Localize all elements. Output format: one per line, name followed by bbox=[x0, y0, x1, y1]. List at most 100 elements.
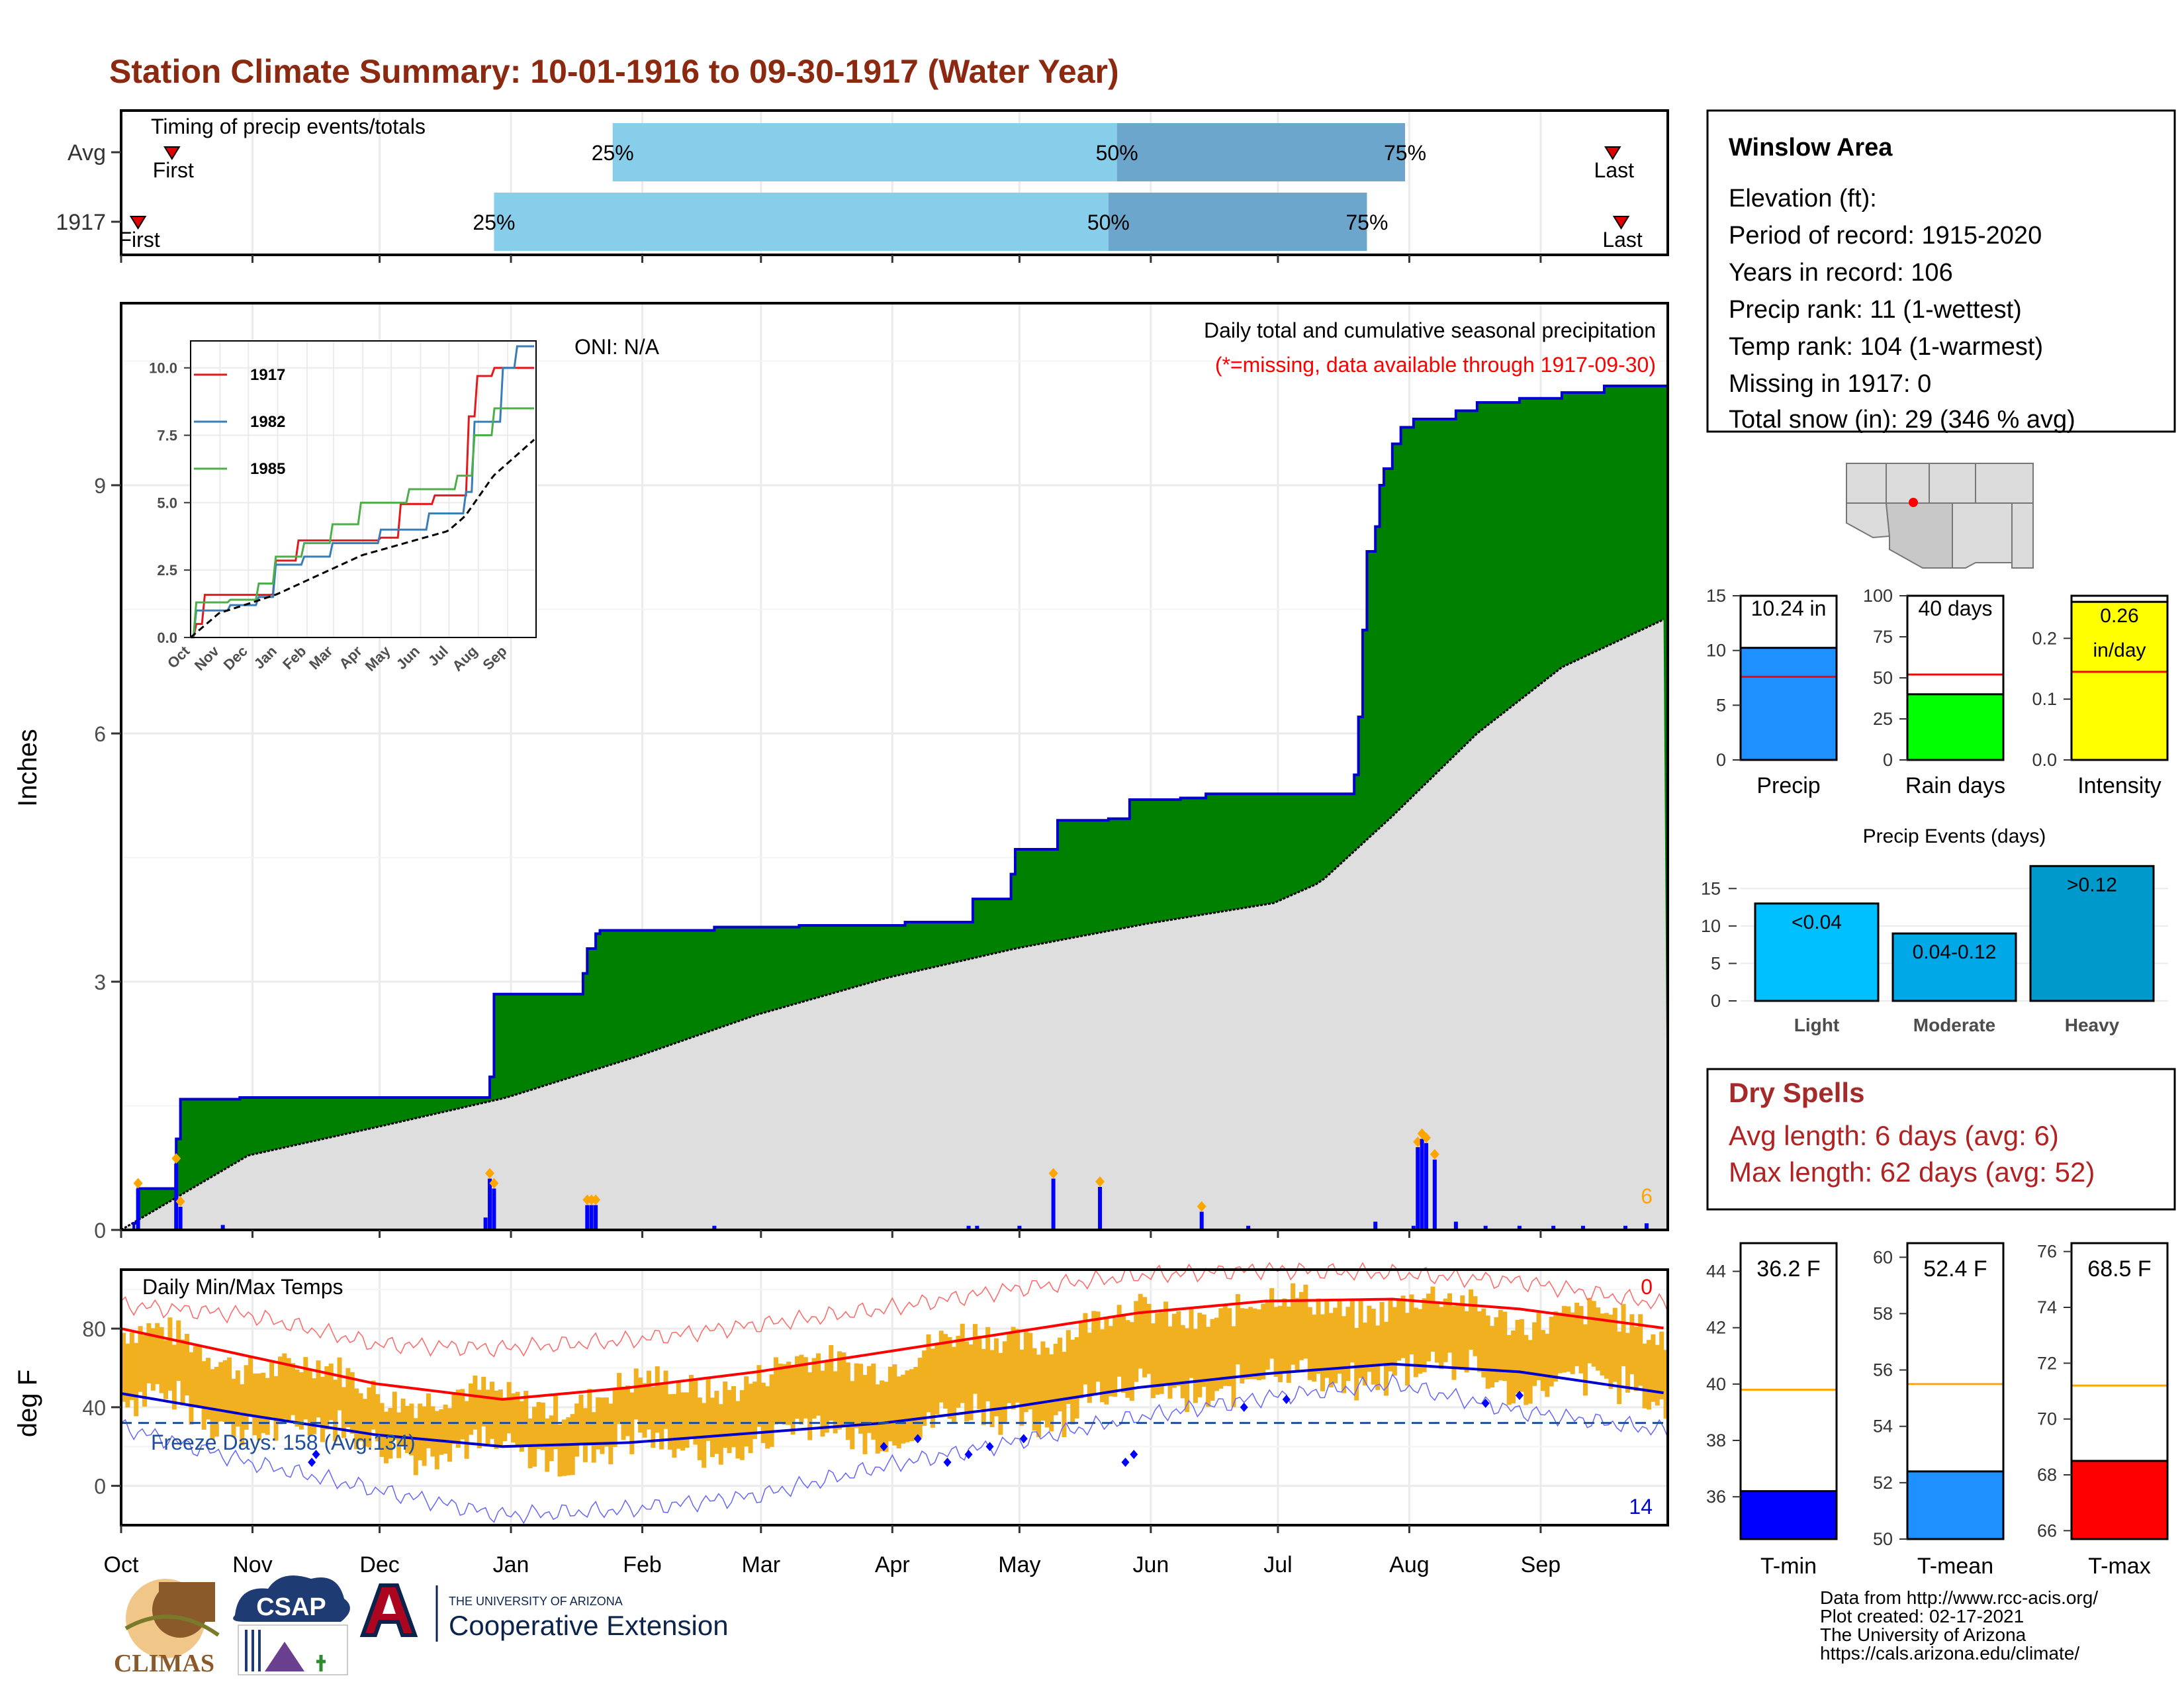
daily-temp-bar bbox=[1295, 1297, 1300, 1372]
events-y-tick: 15 bbox=[1701, 878, 1721, 898]
daily-temp-bar bbox=[176, 1320, 181, 1382]
daily-temp-bar bbox=[1231, 1326, 1236, 1407]
daily-temp-bar bbox=[1121, 1315, 1126, 1393]
freeze-days: Freeze Days: 158 (Avg:134) bbox=[151, 1430, 416, 1454]
daily-temp-bar bbox=[1248, 1307, 1253, 1380]
daily-temp-bar bbox=[1337, 1299, 1342, 1374]
daily-temp-bar bbox=[1367, 1305, 1372, 1372]
daily-temp-bar bbox=[1587, 1297, 1592, 1364]
daily-temp-bar bbox=[1091, 1311, 1097, 1395]
daily-temp-bar bbox=[150, 1328, 156, 1391]
timing-bar-upper bbox=[1116, 123, 1406, 181]
daily-temp-bar bbox=[146, 1323, 152, 1383]
daily-temp-bar bbox=[464, 1401, 469, 1459]
daily-temp-bar bbox=[1002, 1341, 1007, 1423]
daily-temp-bar bbox=[871, 1363, 876, 1440]
summary-bar-name: Rain days bbox=[1905, 773, 2005, 798]
daily-temp-bar bbox=[1277, 1305, 1283, 1383]
daily-temp-bar bbox=[807, 1372, 813, 1440]
daily-temp-bar bbox=[811, 1358, 817, 1419]
daily-temp-bar bbox=[837, 1351, 842, 1430]
daily-temp-bar bbox=[502, 1397, 508, 1442]
daily-temp-bar bbox=[1439, 1307, 1444, 1370]
daily-temp-bar bbox=[943, 1334, 948, 1409]
daily-temp-bar bbox=[422, 1406, 427, 1466]
summary-y-tick: 10 bbox=[1706, 641, 1726, 661]
daily-temp-bar bbox=[977, 1335, 982, 1409]
daily-temp-bar bbox=[222, 1360, 228, 1423]
inset-month-label: Jun bbox=[393, 643, 423, 673]
daily-temp-bar bbox=[1235, 1293, 1240, 1365]
daily-temp-bar bbox=[439, 1409, 444, 1455]
daily-temp-bar bbox=[1422, 1298, 1427, 1372]
daily-temp-bar bbox=[748, 1383, 753, 1454]
daily-temp-bar bbox=[1007, 1332, 1012, 1403]
record-cold-marker bbox=[1019, 1434, 1028, 1444]
daily-temp-bar bbox=[905, 1370, 910, 1442]
temp-y-tick: 44 bbox=[1706, 1262, 1726, 1282]
daily-temp-bar bbox=[125, 1343, 130, 1408]
daily-temp-bar bbox=[345, 1368, 351, 1428]
temp-bar-name: T-mean bbox=[1917, 1554, 1993, 1579]
daily-precip-bar bbox=[594, 1205, 598, 1230]
timing-label: Timing of precip events/totals bbox=[151, 115, 426, 138]
daily-precip-bar bbox=[1416, 1147, 1420, 1230]
record-cold-marker bbox=[1121, 1457, 1130, 1467]
daily-temp-bar bbox=[968, 1344, 974, 1421]
daily-temp-bar bbox=[418, 1403, 423, 1460]
daily-temp-bar bbox=[1074, 1336, 1079, 1419]
daily-temp-bar bbox=[1443, 1298, 1448, 1362]
station-temp-rank: Temp rank: 104 (1-warmest) bbox=[1729, 333, 2043, 361]
daily-temp-bar bbox=[1049, 1354, 1054, 1432]
inset-y-tick: 0.0 bbox=[157, 630, 177, 646]
daily-precip-bar bbox=[1051, 1178, 1056, 1230]
daily-temp-bar bbox=[185, 1333, 190, 1396]
daily-temp-bar bbox=[858, 1364, 864, 1434]
daily-temp-bar bbox=[1312, 1314, 1317, 1382]
temp-y-tick: 0 bbox=[94, 1475, 106, 1499]
daily-temp-bar bbox=[248, 1357, 253, 1417]
daily-temp-bar bbox=[1307, 1307, 1312, 1380]
daily-temp-bar bbox=[684, 1392, 690, 1448]
daily-temp-bar bbox=[1405, 1313, 1410, 1386]
daily-temp-bar bbox=[901, 1374, 906, 1444]
daily-temp-bar bbox=[1062, 1352, 1067, 1438]
daily-temp-bar bbox=[1129, 1322, 1134, 1401]
record-cold-marker bbox=[964, 1450, 973, 1460]
daily-precip-bar bbox=[492, 1188, 496, 1230]
daily-temp-bar bbox=[413, 1418, 418, 1476]
daily-temp-bar bbox=[1298, 1291, 1304, 1360]
daily-temp-bar bbox=[1134, 1301, 1139, 1382]
daily-temp-bar bbox=[515, 1391, 520, 1448]
station-elevation: Elevation (ft): bbox=[1729, 185, 1877, 212]
daily-temp-bar bbox=[1066, 1330, 1071, 1404]
daily-temp-bar bbox=[1582, 1324, 1588, 1396]
last-event-marker bbox=[1604, 146, 1621, 160]
legend-label: 1982 bbox=[250, 413, 285, 431]
daily-temp-bar bbox=[629, 1392, 635, 1454]
daily-temp-bar bbox=[854, 1363, 859, 1429]
daily-temp-bar bbox=[1244, 1308, 1249, 1380]
daily-temp-bar bbox=[947, 1336, 952, 1419]
daily-temp-bar bbox=[956, 1336, 961, 1408]
summary-y-tick: 0.0 bbox=[2032, 750, 2057, 770]
inset-month-label: Nov bbox=[191, 642, 223, 674]
daily-temp-bar bbox=[180, 1339, 185, 1406]
daily-temp-bar bbox=[985, 1327, 991, 1401]
daily-temp-bar bbox=[1600, 1313, 1605, 1376]
daily-temp-bar bbox=[625, 1385, 630, 1436]
daily-temp-bar bbox=[1549, 1317, 1554, 1387]
summary-value-label: 0.26 bbox=[2100, 605, 2138, 627]
daily-temp-bar bbox=[1371, 1309, 1376, 1385]
daily-temp-bar bbox=[1651, 1334, 1656, 1402]
daily-temp-bar bbox=[282, 1353, 287, 1419]
record-cold-marker bbox=[943, 1457, 952, 1467]
daily-temp-bar bbox=[1540, 1330, 1545, 1391]
daily-temp-bar bbox=[693, 1380, 698, 1445]
daily-precip-bar bbox=[1644, 1223, 1649, 1230]
daily-temp-bar bbox=[1104, 1319, 1109, 1405]
daily-precip-bar bbox=[589, 1205, 594, 1230]
daily-precip-bar bbox=[1623, 1225, 1627, 1230]
daily-precip-bar bbox=[1098, 1187, 1103, 1230]
daily-temp-bar bbox=[596, 1397, 601, 1450]
